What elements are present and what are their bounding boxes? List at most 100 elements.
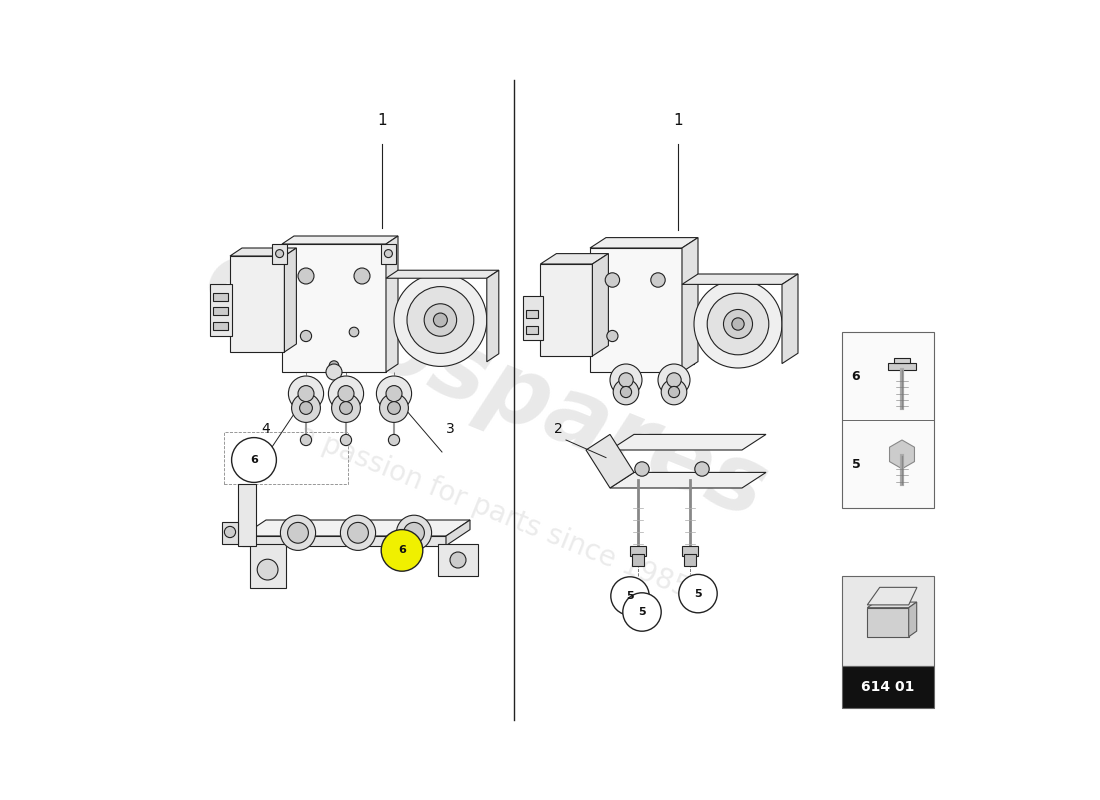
Circle shape [257, 559, 278, 580]
Polygon shape [386, 278, 394, 362]
Bar [682, 546, 698, 556]
Circle shape [658, 364, 690, 396]
Polygon shape [590, 238, 698, 248]
Polygon shape [285, 248, 296, 352]
Circle shape [329, 361, 339, 370]
Polygon shape [682, 274, 798, 284]
Bar [213, 293, 228, 301]
Bar [684, 554, 695, 566]
Polygon shape [242, 520, 470, 536]
Circle shape [607, 330, 618, 342]
Circle shape [388, 434, 399, 446]
Text: 5: 5 [638, 607, 646, 617]
Circle shape [425, 304, 456, 336]
Polygon shape [242, 536, 446, 546]
Circle shape [300, 434, 311, 446]
Circle shape [224, 526, 235, 538]
Circle shape [298, 268, 314, 284]
Polygon shape [610, 472, 766, 488]
Circle shape [623, 593, 661, 631]
Circle shape [292, 394, 320, 422]
Circle shape [679, 574, 717, 613]
Circle shape [695, 462, 710, 476]
Bar [842, 666, 934, 708]
Circle shape [610, 577, 649, 615]
Circle shape [605, 273, 619, 287]
Polygon shape [890, 440, 914, 469]
Circle shape [407, 286, 474, 354]
Bar [526, 326, 538, 334]
Circle shape [394, 274, 487, 366]
Polygon shape [238, 484, 256, 546]
Circle shape [340, 402, 352, 414]
Circle shape [340, 434, 352, 446]
Bar [888, 363, 916, 370]
Text: 6: 6 [398, 546, 406, 555]
Circle shape [635, 462, 649, 476]
Circle shape [331, 394, 361, 422]
Circle shape [724, 310, 752, 338]
Circle shape [613, 379, 639, 405]
Circle shape [298, 386, 314, 402]
Circle shape [329, 376, 364, 411]
Circle shape [732, 318, 745, 330]
Circle shape [382, 530, 422, 571]
Bar [526, 310, 538, 318]
Polygon shape [909, 602, 916, 637]
Circle shape [610, 364, 642, 396]
Polygon shape [222, 522, 238, 544]
Bar [894, 358, 910, 363]
Bar [213, 307, 228, 315]
Text: 6: 6 [250, 455, 257, 465]
Polygon shape [782, 274, 797, 363]
Text: 1: 1 [673, 113, 683, 128]
Polygon shape [593, 254, 608, 356]
Bar [382, 244, 396, 264]
Bar [590, 248, 682, 372]
Text: 2: 2 [553, 422, 562, 436]
Circle shape [379, 394, 408, 422]
Circle shape [387, 402, 400, 414]
Circle shape [404, 522, 425, 543]
Bar [522, 296, 542, 340]
Circle shape [232, 438, 276, 482]
Text: 5: 5 [626, 591, 634, 601]
Bar [540, 264, 593, 356]
Polygon shape [682, 284, 694, 363]
Circle shape [299, 402, 312, 414]
Circle shape [340, 515, 375, 550]
Bar [230, 256, 285, 352]
Text: 4: 4 [262, 422, 271, 436]
Circle shape [338, 386, 354, 402]
Circle shape [396, 515, 431, 550]
Polygon shape [867, 587, 917, 605]
Circle shape [354, 268, 370, 284]
Circle shape [348, 522, 369, 543]
Circle shape [450, 552, 466, 568]
Polygon shape [446, 520, 470, 546]
Polygon shape [867, 608, 909, 637]
Circle shape [300, 330, 311, 342]
Circle shape [386, 386, 402, 402]
Polygon shape [867, 602, 916, 608]
Circle shape [694, 280, 782, 368]
Bar [282, 244, 386, 372]
Polygon shape [386, 270, 498, 278]
Circle shape [276, 250, 284, 258]
Circle shape [707, 293, 769, 355]
Text: 5: 5 [694, 589, 702, 598]
Polygon shape [250, 544, 286, 588]
Polygon shape [610, 434, 766, 450]
Circle shape [326, 364, 342, 380]
Circle shape [667, 373, 681, 387]
Circle shape [349, 327, 359, 337]
Text: 6: 6 [851, 370, 860, 382]
Polygon shape [386, 236, 398, 372]
Text: 5: 5 [851, 458, 860, 470]
Circle shape [661, 379, 686, 405]
Circle shape [620, 386, 631, 398]
Polygon shape [230, 248, 296, 256]
Bar [223, 432, 348, 484]
Text: 614 01: 614 01 [861, 680, 915, 694]
Bar [213, 322, 228, 330]
